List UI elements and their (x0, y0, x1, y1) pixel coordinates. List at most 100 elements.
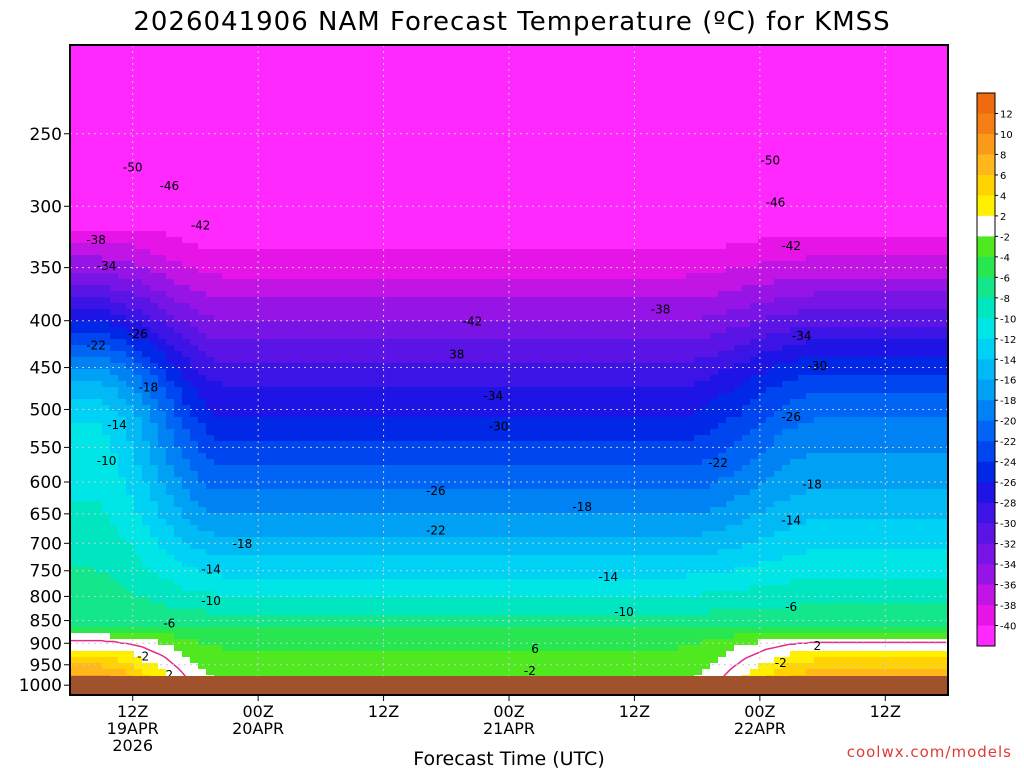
field-cell (918, 225, 927, 232)
field-cell (222, 69, 231, 76)
field-cell (830, 237, 839, 244)
field-cell (630, 99, 639, 106)
field-cell (150, 75, 159, 82)
field-cell (502, 105, 511, 112)
field-cell (822, 303, 831, 310)
field-cell (366, 165, 375, 172)
field-cell (174, 183, 183, 190)
field-cell (326, 309, 335, 316)
field-cell (254, 99, 263, 106)
field-cell (446, 273, 455, 280)
field-cell (838, 243, 847, 250)
field-cell (902, 207, 911, 214)
field-cell (94, 159, 103, 166)
field-cell (462, 165, 471, 172)
field-cell (782, 141, 791, 148)
field-cell (534, 69, 543, 76)
field-cell (718, 219, 727, 226)
field-cell (846, 111, 855, 118)
field-cell (358, 237, 367, 244)
field-cell (694, 201, 703, 208)
field-cell (270, 249, 279, 256)
field-cell (654, 57, 663, 64)
field-cell (614, 117, 623, 124)
field-cell (390, 195, 399, 202)
field-cell (846, 297, 855, 304)
field-cell (438, 189, 447, 196)
field-cell (830, 57, 839, 64)
field-cell (926, 51, 935, 58)
field-cell (718, 141, 727, 148)
field-cell (598, 255, 607, 262)
field-cell (398, 255, 407, 262)
field-cell (182, 243, 191, 250)
field-cell (118, 111, 127, 118)
field-cell (750, 165, 759, 172)
field-cell (446, 135, 455, 142)
field-cell (494, 303, 503, 310)
field-cell (662, 141, 671, 148)
field-cell (846, 105, 855, 112)
field-cell (550, 243, 559, 250)
field-cell (622, 261, 631, 268)
field-cell (374, 105, 383, 112)
field-cell (78, 261, 87, 268)
field-cell (542, 171, 551, 178)
field-cell (294, 189, 303, 196)
field-cell (734, 201, 743, 208)
field-cell (94, 261, 103, 268)
field-cell (590, 237, 599, 244)
field-cell (582, 141, 591, 148)
field-cell (686, 231, 695, 238)
field-cell (758, 261, 767, 268)
field-cell (758, 303, 767, 310)
field-cell (134, 123, 143, 130)
field-cell (902, 303, 911, 310)
field-cell (158, 105, 167, 112)
field-cell (430, 177, 439, 184)
field-cell (822, 45, 831, 52)
field-cell (886, 225, 895, 232)
field-cell (726, 285, 735, 292)
field-cell (294, 123, 303, 130)
field-cell (470, 111, 479, 118)
field-cell (70, 309, 79, 316)
field-cell (318, 201, 327, 208)
field-cell (742, 75, 751, 82)
field-cell (758, 267, 767, 274)
field-cell (534, 213, 543, 220)
field-cell (78, 237, 87, 244)
field-cell (150, 315, 159, 322)
field-cell (766, 225, 775, 232)
field-cell (574, 81, 583, 88)
field-cell (174, 315, 183, 322)
field-cell (110, 285, 119, 292)
field-cell (542, 189, 551, 196)
field-cell (70, 291, 79, 298)
field-cell (598, 279, 607, 286)
field-cell (782, 153, 791, 160)
field-cell (310, 243, 319, 250)
field-cell (534, 291, 543, 298)
field-cell (190, 57, 199, 64)
field-cell (886, 189, 895, 196)
field-cell (222, 81, 231, 88)
field-cell (374, 93, 383, 100)
field-cell (342, 303, 351, 310)
field-cell (358, 153, 367, 160)
field-cell (678, 303, 687, 310)
field-cell (214, 123, 223, 130)
field-cell (142, 309, 151, 316)
field-cell (806, 135, 815, 142)
field-cell (286, 57, 295, 64)
field-cell (838, 219, 847, 226)
field-cell (358, 165, 367, 172)
field-cell (766, 189, 775, 196)
field-cell (862, 201, 871, 208)
field-cell (94, 153, 103, 160)
field-cell (278, 81, 287, 88)
field-cell (334, 129, 343, 136)
field-cell (846, 117, 855, 124)
field-cell (286, 243, 295, 250)
field-cell (590, 45, 599, 52)
